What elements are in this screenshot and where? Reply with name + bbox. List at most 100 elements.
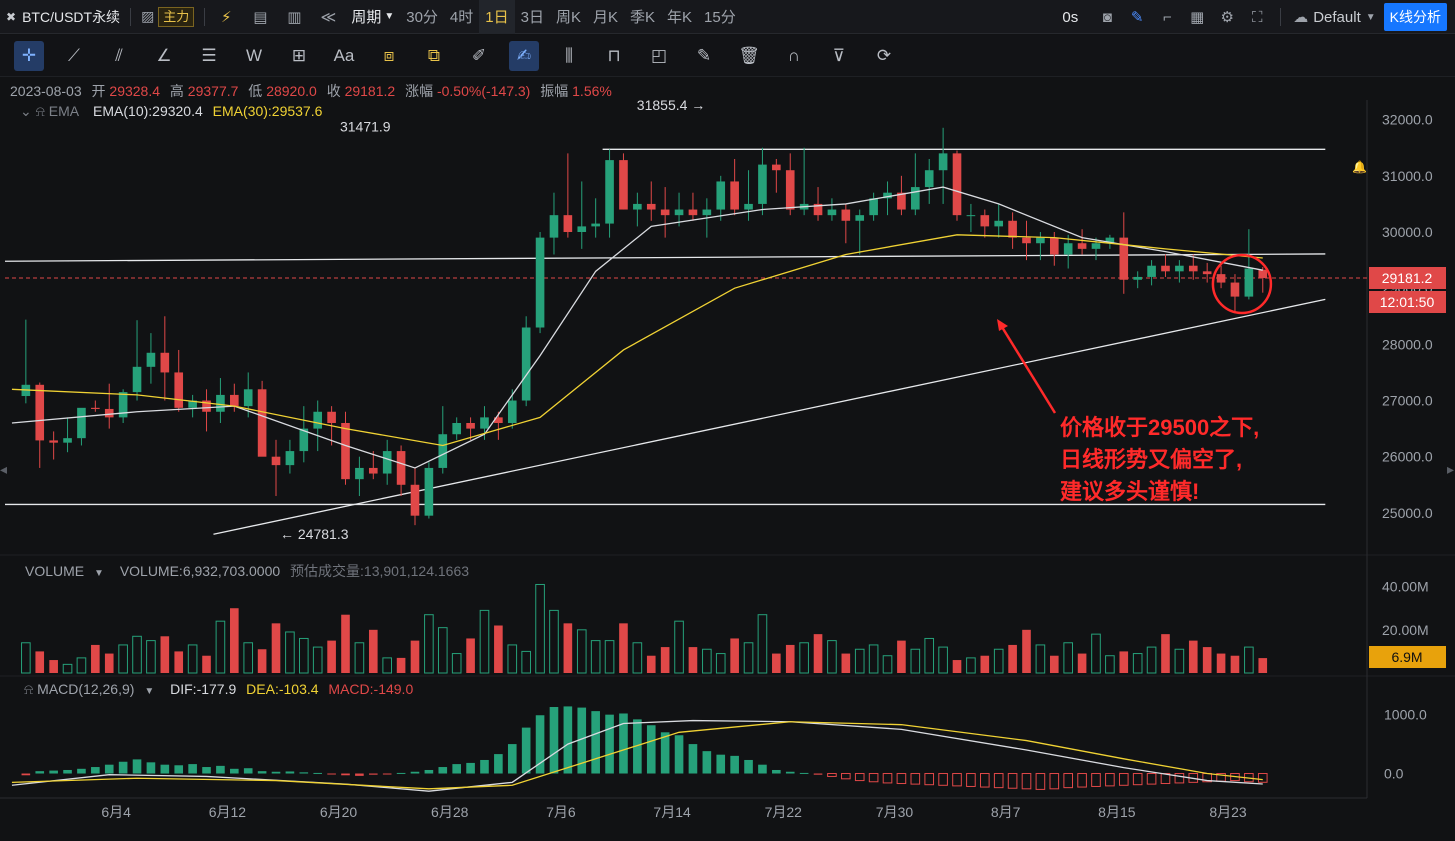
candle-body xyxy=(341,422,350,480)
volume-bar xyxy=(424,614,434,674)
macd-bar xyxy=(896,773,907,785)
macd-dea-line xyxy=(11,721,1263,790)
grid-icon: ✖ xyxy=(6,9,17,24)
columns-button[interactable]: ▥ xyxy=(277,0,311,34)
trash-icon[interactable]: 🗑 xyxy=(738,45,760,65)
candle-body xyxy=(660,209,670,216)
parallel-line-icon[interactable]: ⫽ xyxy=(115,45,123,65)
volume-bar xyxy=(1202,647,1212,673)
macd-bar xyxy=(966,773,976,787)
period-4h[interactable]: 4时 xyxy=(449,9,474,26)
candle-body xyxy=(1091,243,1101,249)
rewind-button[interactable]: ≪ xyxy=(311,0,345,34)
calendar-button[interactable]: ▤ xyxy=(243,0,277,34)
chevron-down-icon[interactable]: ▼ xyxy=(94,568,104,579)
crosshair-icon[interactable]: ✛ xyxy=(14,40,44,71)
macd-bar xyxy=(368,773,378,775)
volume-bar xyxy=(76,657,87,674)
macd-bar xyxy=(674,735,684,774)
macd-tick-label: 0.0 xyxy=(1384,766,1404,782)
volume-bar xyxy=(132,635,142,674)
volume-bar xyxy=(1258,658,1268,673)
period-30m[interactable]: 30分 xyxy=(406,9,438,26)
lock-icon[interactable]: ⊓ xyxy=(607,45,621,65)
macd-bar xyxy=(1132,773,1143,786)
period-week[interactable]: 周K xyxy=(555,9,581,26)
text-icon[interactable]: Aa xyxy=(333,45,355,65)
fib-icon[interactable]: ⧈ xyxy=(383,45,395,65)
magnet-icon[interactable]: ∩ xyxy=(787,45,801,65)
volume-bar xyxy=(924,637,935,674)
fullscreen-icon[interactable]: ⛶ xyxy=(1251,8,1263,26)
chevron-down-icon[interactable]: ▼ xyxy=(144,686,155,697)
camera-icon[interactable]: ◙ xyxy=(1102,8,1112,26)
volume-bar xyxy=(882,655,893,674)
candle-body xyxy=(146,352,156,367)
collapse-icon[interactable]: ⌄ xyxy=(20,103,32,119)
period-label: 周期 xyxy=(351,9,382,26)
candle-body xyxy=(271,456,281,466)
volume-bar xyxy=(688,647,698,673)
period-15m[interactable]: 15分 xyxy=(704,9,736,26)
analysis-annotation: 价格收于29500之下, 日线形势又偏空了, 建议多头谨慎! xyxy=(1060,412,1259,508)
volume-bar xyxy=(507,644,518,674)
period-year[interactable]: 年K xyxy=(667,9,693,26)
filter-icon[interactable]: ⊽ xyxy=(832,45,846,65)
macd-bar xyxy=(924,773,935,786)
layout-dropdown[interactable]: ☁ Default ▼ xyxy=(1293,0,1375,34)
drawing-toolbar: ✛ ⟋ ⫽ ∠ ☰ W ⊞ Aa ⧈ ⧉ ✐ ✍ ⫼ ⊓ ◰ ✎ 🗑 ∩ ⊽ ⟳ xyxy=(0,35,1455,77)
flash-button[interactable]: ⚡ xyxy=(209,0,243,34)
bookmark-icon[interactable]: ◰ xyxy=(650,45,668,65)
symbol-selector[interactable]: ✖ BTC/USDT永续 xyxy=(0,0,126,34)
period-month[interactable]: 月K xyxy=(592,9,618,26)
volume-bar xyxy=(785,644,795,673)
sync-icon[interactable]: ⟳ xyxy=(876,45,892,65)
candle-body xyxy=(1077,243,1087,249)
volume-bar xyxy=(619,623,628,673)
period-quarter[interactable]: 季K xyxy=(629,9,655,26)
crop-icon[interactable]: ⌐ xyxy=(1162,8,1172,26)
settings-icon[interactable]: ⚙ xyxy=(1220,9,1234,26)
angle-icon[interactable]: ∠ xyxy=(156,45,172,65)
candle-body xyxy=(188,400,197,408)
period-1d[interactable]: 1日 xyxy=(479,0,515,34)
k-analysis-button[interactable]: K线分析 xyxy=(1383,3,1447,31)
horizontal-line-icon[interactable]: ☰ xyxy=(201,45,217,65)
line-icon[interactable]: ⟋ xyxy=(68,45,80,65)
period-3d[interactable]: 3日 xyxy=(520,9,544,26)
candle-body xyxy=(1133,276,1142,280)
volume-bar xyxy=(897,640,906,673)
alarm-icon[interactable]: ⍾ xyxy=(24,681,34,697)
macd-bar xyxy=(979,773,990,788)
brush-icon[interactable]: ✐ xyxy=(471,45,487,65)
alarm-icon[interactable]: ⍾ xyxy=(35,103,45,119)
candle-body xyxy=(730,181,739,210)
period-dropdown[interactable]: 周期 ▼ xyxy=(345,0,400,34)
indicator-toggle[interactable]: ▨ 主力 xyxy=(135,0,200,34)
ema10-value: EMA(10):29320.4 xyxy=(93,103,203,119)
table-icon[interactable]: ▦ xyxy=(1190,9,1205,26)
x-tick-label: 8月15 xyxy=(1098,804,1136,820)
macd-bar xyxy=(216,765,225,774)
candle-body xyxy=(494,417,503,423)
price-marker-label: ← 24781.3 xyxy=(280,526,349,542)
volume-info: VOLUME ▼ VOLUME:6,932,703.0000 预估成交量:13,… xyxy=(25,561,469,581)
candle-tool-icon[interactable]: ⫼ xyxy=(565,45,573,65)
measure-icon[interactable]: ⊞ xyxy=(291,45,307,65)
volume-bar xyxy=(1008,644,1017,673)
edit-icon[interactable]: ✎ xyxy=(1130,9,1144,26)
pen-icon[interactable]: ✍ xyxy=(509,40,539,71)
note-icon[interactable]: ✎ xyxy=(696,45,712,65)
x-tick-label: 7月30 xyxy=(876,804,914,820)
macd-bar xyxy=(716,754,726,774)
price-tick-label: 27000.0 xyxy=(1382,393,1433,409)
macd-bar xyxy=(841,773,851,780)
indicator-badge: 主力 xyxy=(158,6,195,27)
chart-canvas[interactable]: 25000.026000.027000.028000.029000.030000… xyxy=(0,78,1455,841)
volume-bar xyxy=(1049,655,1059,673)
macd-bar xyxy=(1077,773,1087,788)
pattern-icon[interactable]: ⧉ xyxy=(427,45,441,65)
trendline xyxy=(4,253,1326,262)
cloud-icon: ☁ xyxy=(1293,9,1309,26)
wave-icon[interactable]: W xyxy=(245,45,263,65)
